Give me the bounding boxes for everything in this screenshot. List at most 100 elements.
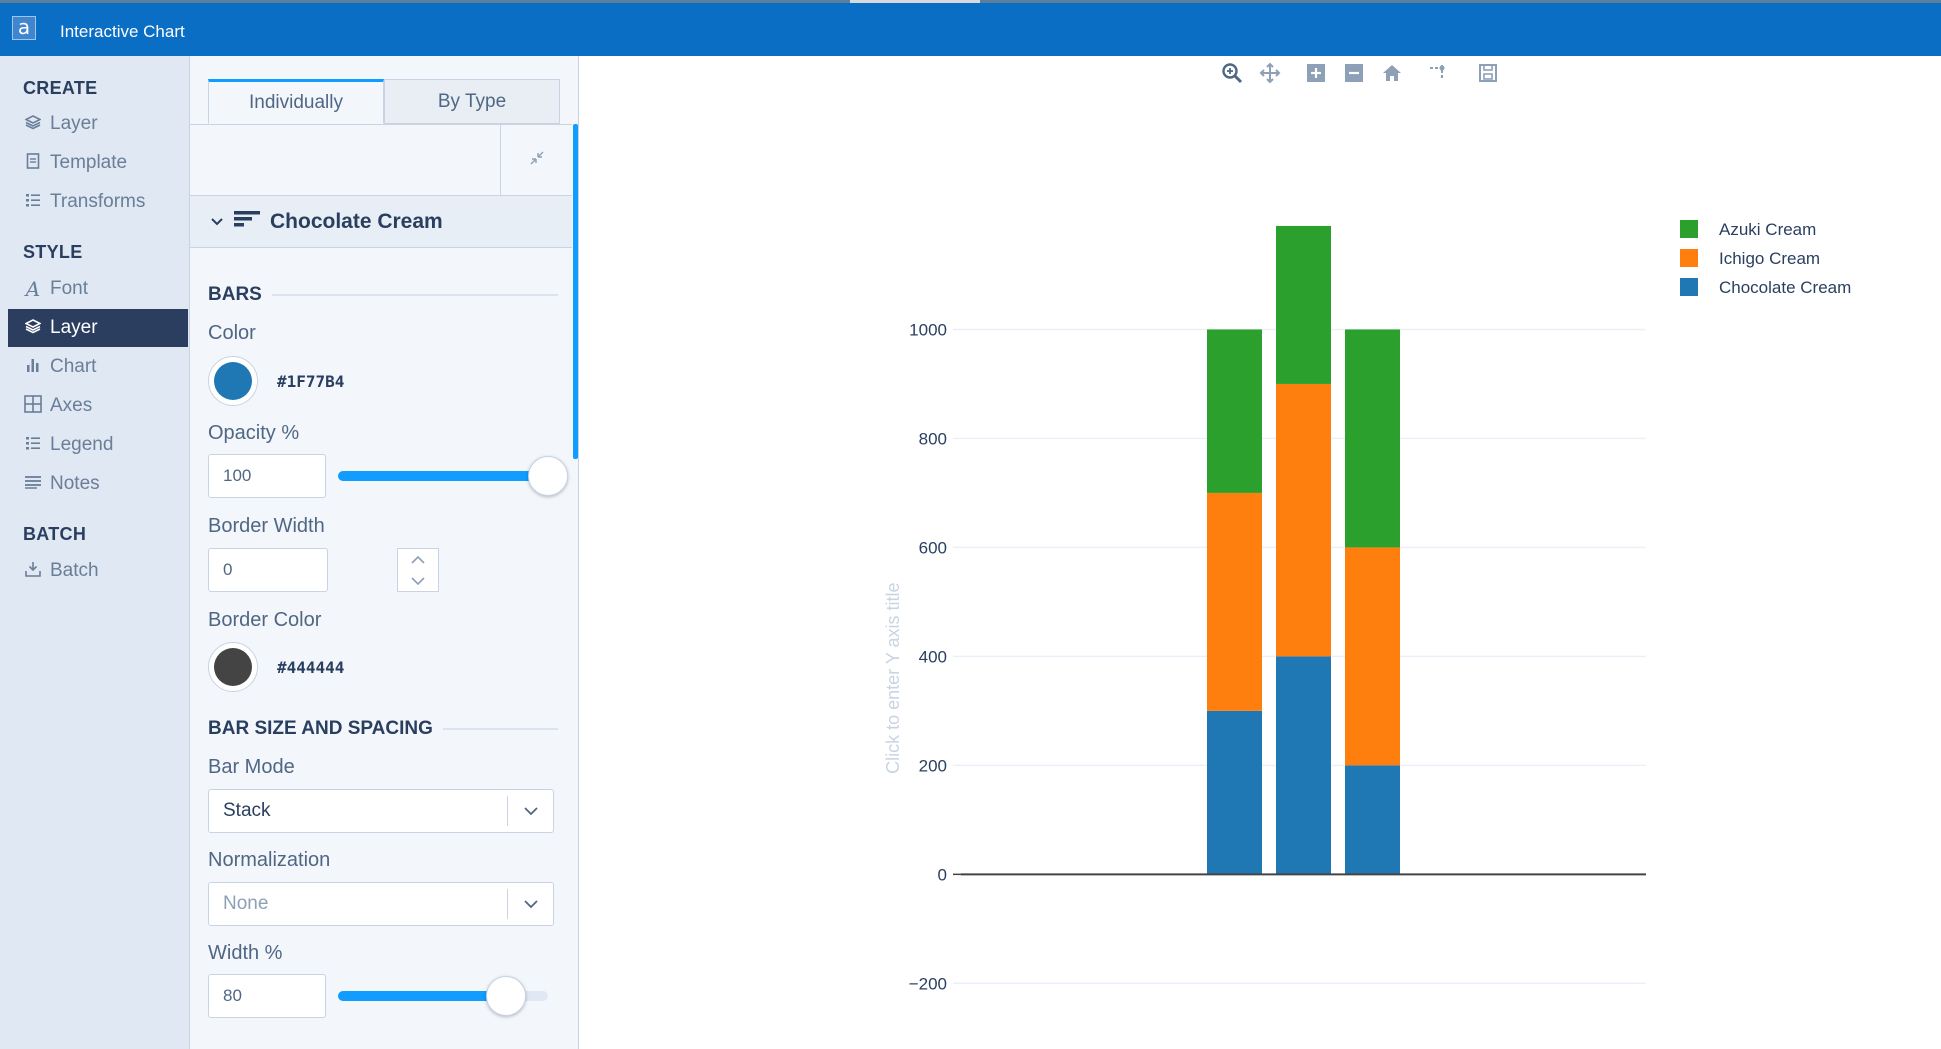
tab-bar: Individually By Type	[208, 79, 560, 124]
panel-toolbar	[190, 124, 572, 196]
section-bar-size-title: BAR SIZE AND SPACING	[208, 718, 433, 739]
bar-mode-select[interactable]: Stack	[208, 789, 554, 833]
y-tick-label: 200	[919, 756, 947, 775]
list-icon	[22, 435, 44, 456]
nav-item-label: Template	[50, 152, 128, 173]
y-axis-title[interactable]: Click to enter Y axis title	[883, 582, 903, 773]
stepper-down-button[interactable]	[398, 570, 438, 591]
border-color-hex[interactable]: #444444	[277, 658, 345, 677]
y-axis-ticks: −200 0 200 400 600 800 1000	[909, 320, 947, 993]
zoom-out-button[interactable]	[1342, 63, 1366, 87]
y-tick-label: 400	[919, 647, 947, 666]
border-color-swatch-fill	[214, 648, 252, 686]
bar-ichigo-cream-2[interactable]	[1276, 383, 1331, 657]
legend-swatch[interactable]	[1680, 220, 1698, 238]
border-color-label: Border Color	[208, 609, 322, 631]
normalization-select[interactable]: None	[208, 882, 554, 926]
stepper-up-button[interactable]	[398, 549, 438, 570]
template-icon	[22, 152, 44, 174]
layers-icon	[22, 318, 44, 339]
bar-ichigo-cream-3[interactable]	[1345, 547, 1400, 766]
width-input[interactable]: 80	[208, 974, 326, 1018]
spike-lines-button[interactable]	[1426, 63, 1450, 87]
font-icon: A	[25, 277, 41, 301]
collapse-all-button[interactable]	[500, 125, 572, 195]
nav-item-legend[interactable]: Legend	[8, 426, 188, 464]
bar-chart[interactable]: −200 0 200 400 600 800 1000 Click to enter Y a…	[579, 56, 1941, 1049]
color-swatch-fill	[214, 362, 252, 400]
opacity-slider[interactable]	[338, 456, 568, 496]
legend-swatch[interactable]	[1680, 249, 1698, 267]
tab-individually[interactable]: Individually	[208, 79, 384, 124]
zoom-icon	[1221, 62, 1243, 89]
zoom-button[interactable]	[1220, 62, 1244, 89]
nav-item-label: Chart	[50, 356, 97, 377]
legend-label[interactable]: Chocolate Cream	[1719, 278, 1851, 297]
bar-layer-icon	[234, 210, 262, 233]
window-title: Interactive Chart	[60, 22, 185, 41]
border-width-input[interactable]: 0	[208, 548, 328, 592]
chevron-down-icon	[507, 889, 553, 919]
nav-item-style-layer[interactable]: Layer	[8, 309, 188, 347]
width-slider-handle[interactable]	[486, 976, 526, 1016]
chevron-down-icon	[210, 214, 224, 230]
zoom-in-icon	[1306, 63, 1326, 88]
nav-item-label: Axes	[50, 395, 93, 416]
nav-item-font[interactable]: A Font	[8, 270, 188, 308]
legend-label[interactable]: Azuki Cream	[1719, 220, 1816, 239]
nav-item-create-layer[interactable]: Layer	[8, 105, 188, 143]
pan-icon	[1259, 62, 1281, 89]
bar-chocolate-cream-3[interactable]	[1345, 765, 1400, 875]
bar-chocolate-cream-2[interactable]	[1276, 656, 1331, 875]
nav-item-label: Transforms	[50, 191, 146, 212]
opacity-slider-handle[interactable]	[528, 456, 568, 496]
nav-item-label: Layer	[50, 317, 98, 338]
legend-swatch[interactable]	[1680, 278, 1698, 296]
save-icon	[1478, 63, 1498, 88]
color-hex[interactable]: #1F77B4	[277, 372, 345, 391]
nav-heading-create: CREATE	[23, 78, 98, 98]
opacity-input[interactable]: 100	[208, 454, 326, 498]
nav-heading-style: STYLE	[23, 242, 83, 262]
nav-item-label: Batch	[50, 560, 99, 581]
width-slider[interactable]	[338, 976, 548, 1016]
normalization-label: Normalization	[208, 849, 331, 871]
bar-azuki-cream-3[interactable]	[1345, 329, 1400, 548]
panel-scrollbar[interactable]	[573, 124, 578, 459]
y-tick-label: 0	[938, 865, 947, 884]
color-swatch[interactable]	[208, 356, 258, 406]
grid-icon	[22, 394, 44, 418]
bar-series[interactable]	[1207, 225, 1400, 875]
nav-item-transforms[interactable]: Transforms	[8, 183, 188, 221]
border-color-swatch[interactable]	[208, 642, 258, 692]
bar-azuki-cream-1[interactable]	[1207, 329, 1262, 493]
bar-ichigo-cream-1[interactable]	[1207, 492, 1262, 711]
width-label: Width %	[208, 942, 283, 964]
width-slider-fill	[338, 991, 506, 1001]
layer-title: Chocolate Cream	[270, 209, 443, 233]
layer-section-header[interactable]: Chocolate Cream	[190, 196, 572, 248]
nav-item-axes[interactable]: Axes	[8, 387, 188, 425]
section-bars: BARS	[208, 284, 558, 306]
reset-axes-button[interactable]	[1380, 63, 1404, 87]
layers-icon	[22, 114, 44, 135]
section-divider	[271, 294, 558, 296]
nav-item-batch[interactable]: Batch	[8, 552, 188, 590]
nav-item-template[interactable]: Template	[8, 144, 188, 182]
legend[interactable]: Azuki Cream Ichigo Cream Chocolate Cream	[1680, 220, 1851, 297]
nav-item-label: Notes	[50, 473, 100, 494]
tab-by-type[interactable]: By Type	[384, 79, 560, 124]
color-label: Color	[208, 322, 256, 344]
legend-label[interactable]: Ichigo Cream	[1719, 249, 1820, 268]
settings-panel: Individually By Type Chocolate Cream BAR…	[190, 56, 579, 1049]
save-image-button[interactable]	[1476, 63, 1500, 87]
nav-item-notes[interactable]: Notes	[8, 465, 188, 503]
bar-chocolate-cream-1[interactable]	[1207, 710, 1262, 875]
pan-button[interactable]	[1258, 62, 1282, 89]
section-bar-size: BAR SIZE AND SPACING	[208, 718, 558, 740]
nav-item-chart[interactable]: Chart	[8, 348, 188, 386]
border-width-stepper	[397, 548, 439, 592]
zoom-in-button[interactable]	[1304, 63, 1328, 87]
zoom-out-icon	[1344, 63, 1364, 88]
bar-azuki-cream-2[interactable]	[1276, 225, 1331, 384]
